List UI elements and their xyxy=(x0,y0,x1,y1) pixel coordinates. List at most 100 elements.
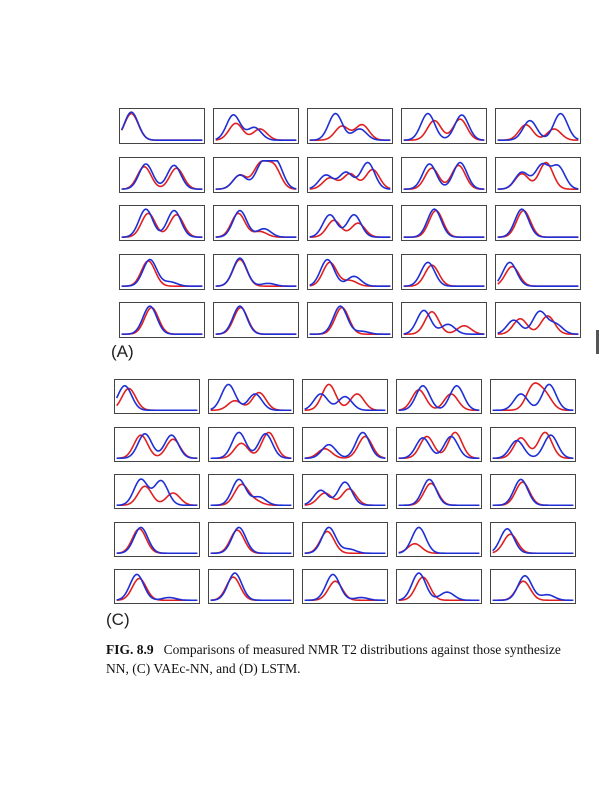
measured-series-line xyxy=(399,436,480,458)
subplot-svg xyxy=(402,158,486,192)
subplot-svg xyxy=(491,570,575,603)
subplot-svg xyxy=(308,303,392,337)
measured-series-line xyxy=(310,215,391,237)
subplot xyxy=(213,302,299,338)
subplot xyxy=(307,108,393,144)
subplot xyxy=(495,302,581,338)
synthesized-series-line xyxy=(310,125,391,141)
subplot xyxy=(114,379,200,414)
subplot xyxy=(302,569,388,604)
subplot xyxy=(307,205,393,241)
synthesized-series-line xyxy=(404,265,485,286)
measured-series-line xyxy=(216,258,297,286)
subplot-svg xyxy=(303,570,387,603)
figure-caption: FIG. 8.9 Comparisons of measured NMR T2 d… xyxy=(106,640,599,678)
subplot xyxy=(490,569,576,604)
subplot xyxy=(208,379,294,414)
subplot-svg xyxy=(491,380,575,413)
subplot-svg xyxy=(115,475,199,508)
subplot xyxy=(114,569,200,604)
synthesized-series-line xyxy=(211,393,292,411)
subplot xyxy=(114,426,200,462)
synthesized-series-line xyxy=(493,482,574,505)
measured-series-line xyxy=(117,433,198,458)
subplot xyxy=(396,426,482,462)
measured-series-line xyxy=(305,394,386,410)
synthesized-series-line xyxy=(305,384,386,410)
panel-label-c: (C) xyxy=(106,610,130,629)
subplot xyxy=(401,108,487,144)
subplot-svg xyxy=(209,428,293,461)
subplot xyxy=(302,426,388,462)
measured-series-line xyxy=(493,384,574,410)
synthesized-series-line xyxy=(493,534,574,553)
subplot-svg xyxy=(115,523,199,556)
subplot-svg xyxy=(308,255,392,289)
subplot-svg xyxy=(308,109,392,143)
subplot-svg xyxy=(397,380,481,413)
subplot-svg xyxy=(308,158,392,192)
subplot-svg xyxy=(303,380,387,413)
synthesized-series-line xyxy=(404,211,485,238)
subplot-svg xyxy=(214,206,298,240)
synthesized-series-line xyxy=(122,213,203,237)
measured-series-line xyxy=(498,163,579,189)
synthesized-series-line xyxy=(117,578,198,600)
subplot-svg xyxy=(496,109,580,143)
subplot xyxy=(119,253,205,290)
measured-series-line xyxy=(404,262,485,286)
synthesized-series-line xyxy=(493,581,574,600)
measured-series-line xyxy=(498,311,579,334)
subplot xyxy=(302,379,388,414)
subplot xyxy=(396,379,482,414)
subplot xyxy=(495,108,581,144)
subplot-svg xyxy=(209,523,293,556)
synthesized-series-line xyxy=(216,123,297,140)
measured-series-line xyxy=(122,112,203,140)
subplot-svg xyxy=(209,380,293,413)
panel-label-a: (A) xyxy=(111,342,134,361)
subplot xyxy=(213,156,299,193)
synthesized-series-line xyxy=(122,114,203,141)
synthesized-series-line xyxy=(122,166,203,188)
subplot xyxy=(490,379,576,414)
synthesized-series-line xyxy=(404,165,485,189)
measured-series-line xyxy=(117,479,198,505)
subplot-svg xyxy=(402,109,486,143)
subplot xyxy=(495,156,581,193)
synthesized-series-line xyxy=(404,119,485,140)
subplot xyxy=(213,253,299,290)
synthesized-series-line xyxy=(122,260,203,285)
subplot xyxy=(208,426,294,462)
caption-line-2: NN, (C) VAEc-NN, and (D) LSTM. xyxy=(106,661,301,676)
measured-series-line xyxy=(399,386,480,410)
subplot xyxy=(396,474,482,509)
synthesized-series-line xyxy=(117,486,198,505)
subplot xyxy=(208,521,294,557)
subplot-svg xyxy=(397,570,481,603)
measured-series-line xyxy=(211,527,292,553)
synthesized-series-line xyxy=(216,259,297,286)
measured-series-line xyxy=(122,163,203,188)
subplot-svg xyxy=(397,428,481,461)
measured-series-line xyxy=(305,527,386,553)
subplot xyxy=(208,569,294,604)
subplot-svg xyxy=(496,255,580,289)
measured-series-line xyxy=(117,527,198,553)
subplot xyxy=(302,474,388,509)
subplot xyxy=(490,521,576,557)
synthesized-series-line xyxy=(305,581,386,600)
subplot-svg xyxy=(214,109,298,143)
measured-series-line xyxy=(216,115,297,140)
measured-series-line xyxy=(404,310,485,334)
measured-series-line xyxy=(310,162,391,189)
subplot-svg xyxy=(402,303,486,337)
measured-series-line xyxy=(493,528,574,552)
measured-series-line xyxy=(493,576,574,601)
measured-series-line xyxy=(493,435,574,458)
synthesized-series-line xyxy=(404,312,485,334)
synthesized-series-line xyxy=(399,577,480,600)
measured-series-line xyxy=(399,573,480,600)
subplot xyxy=(213,205,299,241)
synthesized-series-line xyxy=(498,316,579,334)
